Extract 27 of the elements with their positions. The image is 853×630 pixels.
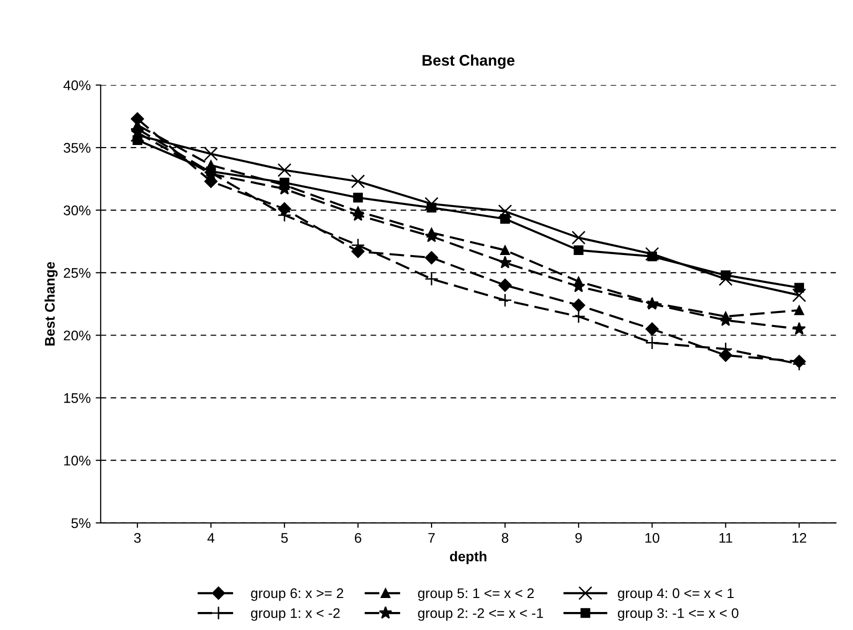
x-tick-label: 8 <box>502 532 508 543</box>
legend-label: group 3: -1 <= x < 0 <box>618 608 738 621</box>
x-axis-title: depth <box>450 551 486 564</box>
legend-label: group 2: -2 <= x < -1 <box>418 608 544 621</box>
y-tick-label: 15% <box>64 393 90 403</box>
x-tick-label: 5 <box>281 533 288 543</box>
x-tick-label: 7 <box>428 533 435 543</box>
legend-label: group 4: 0 <= x < 1 <box>618 588 734 601</box>
y-tick-label: 25% <box>64 268 90 278</box>
y-tick-label: 40% <box>63 80 90 90</box>
x-tick-label: 11 <box>719 533 732 543</box>
y-axis-title: Best Change <box>44 262 58 346</box>
x-tick-label: 4 <box>207 533 214 543</box>
x-tick-label: 9 <box>575 532 582 543</box>
y-tick-label: 30% <box>64 205 90 216</box>
y-tick-label: 20% <box>64 330 90 340</box>
legend-label: group 1: x < -2 <box>251 608 340 621</box>
legend-label: group 6: x >= 2 <box>251 588 344 601</box>
x-tick-label: 12 <box>792 532 806 543</box>
x-tick-label: 3 <box>134 532 141 543</box>
y-tick-label: 10% <box>64 456 90 466</box>
x-tick-label: 10 <box>645 532 660 543</box>
x-tick-label: 6 <box>354 532 362 543</box>
chart-title: Best Change <box>422 54 514 69</box>
legend-label: group 5: 1 <= x < 2 <box>418 588 534 601</box>
y-tick-label: 5% <box>71 518 90 528</box>
y-tick-label: 35% <box>64 142 90 153</box>
